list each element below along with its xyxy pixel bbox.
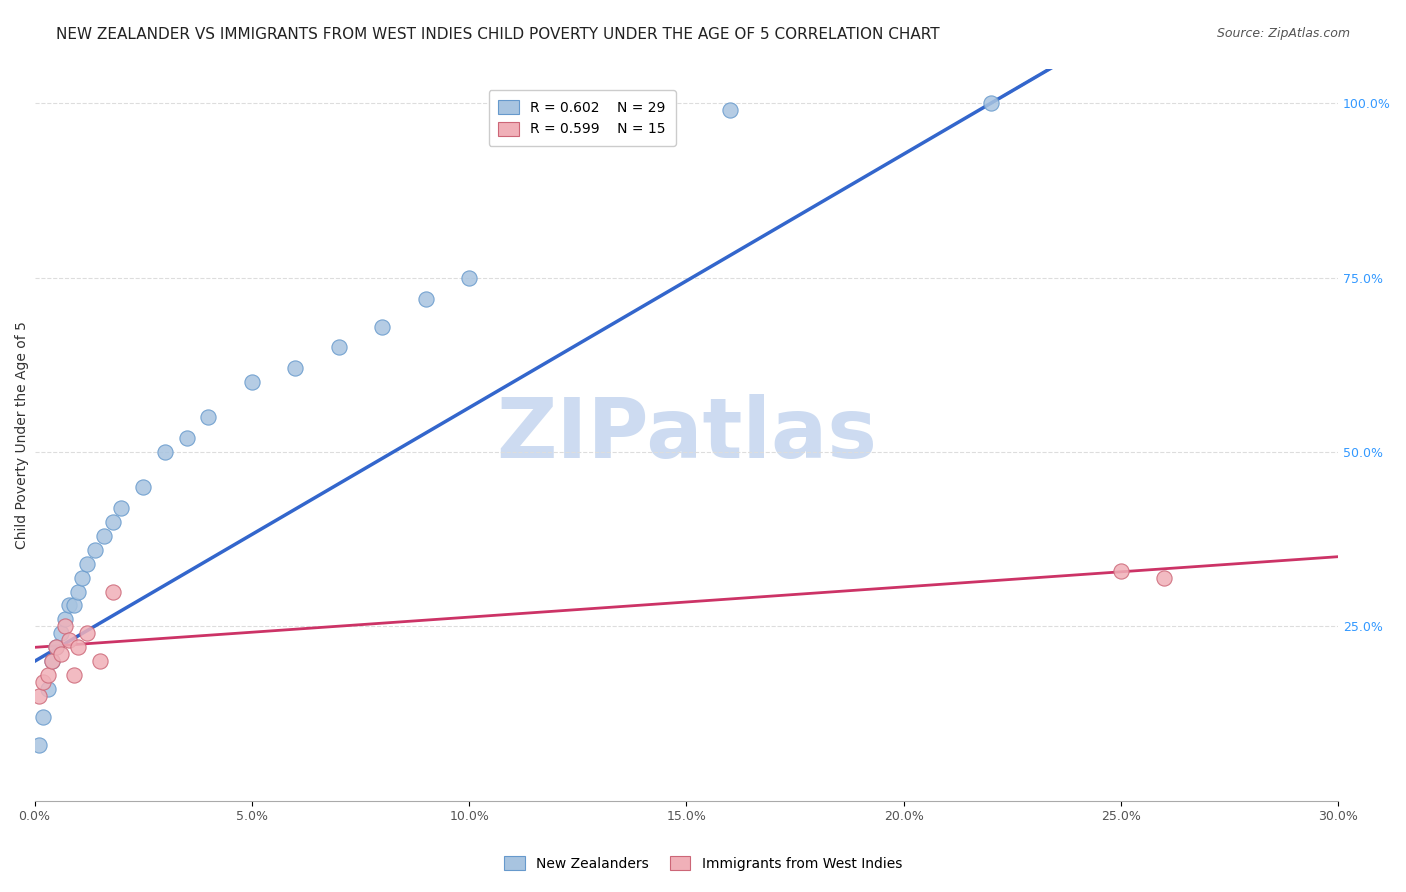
- Point: [631, 103, 654, 118]
- Point: [32, 710, 55, 724]
- Point: [84, 542, 107, 557]
- Point: [718, 103, 741, 118]
- Point: [28, 689, 51, 703]
- Point: [37, 682, 59, 697]
- Point: [32, 675, 55, 690]
- Point: [1109, 564, 1132, 578]
- Point: [49, 626, 72, 640]
- Legend: New Zealanders, Immigrants from West Indies: New Zealanders, Immigrants from West Ind…: [499, 850, 907, 876]
- Point: [62, 599, 84, 613]
- Point: [41, 654, 63, 668]
- Point: [58, 599, 80, 613]
- Text: Source: ZipAtlas.com: Source: ZipAtlas.com: [1216, 27, 1350, 40]
- Point: [62, 668, 84, 682]
- Point: [240, 376, 263, 390]
- Text: ZIPatlas: ZIPatlas: [496, 394, 877, 475]
- Point: [49, 648, 72, 662]
- Point: [76, 557, 98, 571]
- Point: [101, 584, 124, 599]
- Point: [53, 612, 76, 626]
- Point: [93, 529, 115, 543]
- Point: [284, 361, 307, 376]
- Point: [72, 571, 94, 585]
- Point: [41, 654, 63, 668]
- Point: [153, 445, 176, 459]
- Point: [28, 738, 51, 752]
- Point: [371, 319, 394, 334]
- Point: [45, 640, 67, 655]
- Point: [328, 341, 350, 355]
- Point: [110, 500, 132, 515]
- Point: [76, 626, 98, 640]
- Point: [66, 584, 89, 599]
- Point: [132, 480, 155, 494]
- Point: [1153, 571, 1175, 585]
- Y-axis label: Child Poverty Under the Age of 5: Child Poverty Under the Age of 5: [15, 321, 30, 549]
- Point: [45, 640, 67, 655]
- Point: [980, 96, 1002, 111]
- Point: [66, 640, 89, 655]
- Point: [458, 270, 481, 285]
- Point: [89, 654, 111, 668]
- Point: [176, 431, 198, 445]
- Text: NEW ZEALANDER VS IMMIGRANTS FROM WEST INDIES CHILD POVERTY UNDER THE AGE OF 5 CO: NEW ZEALANDER VS IMMIGRANTS FROM WEST IN…: [56, 27, 939, 42]
- Point: [53, 619, 76, 633]
- Point: [101, 515, 124, 529]
- Legend: R = 0.602    N = 29, R = 0.599    N = 15: R = 0.602 N = 29, R = 0.599 N = 15: [489, 90, 675, 146]
- Point: [197, 410, 219, 425]
- Point: [37, 668, 59, 682]
- Point: [415, 292, 437, 306]
- Point: [58, 633, 80, 648]
